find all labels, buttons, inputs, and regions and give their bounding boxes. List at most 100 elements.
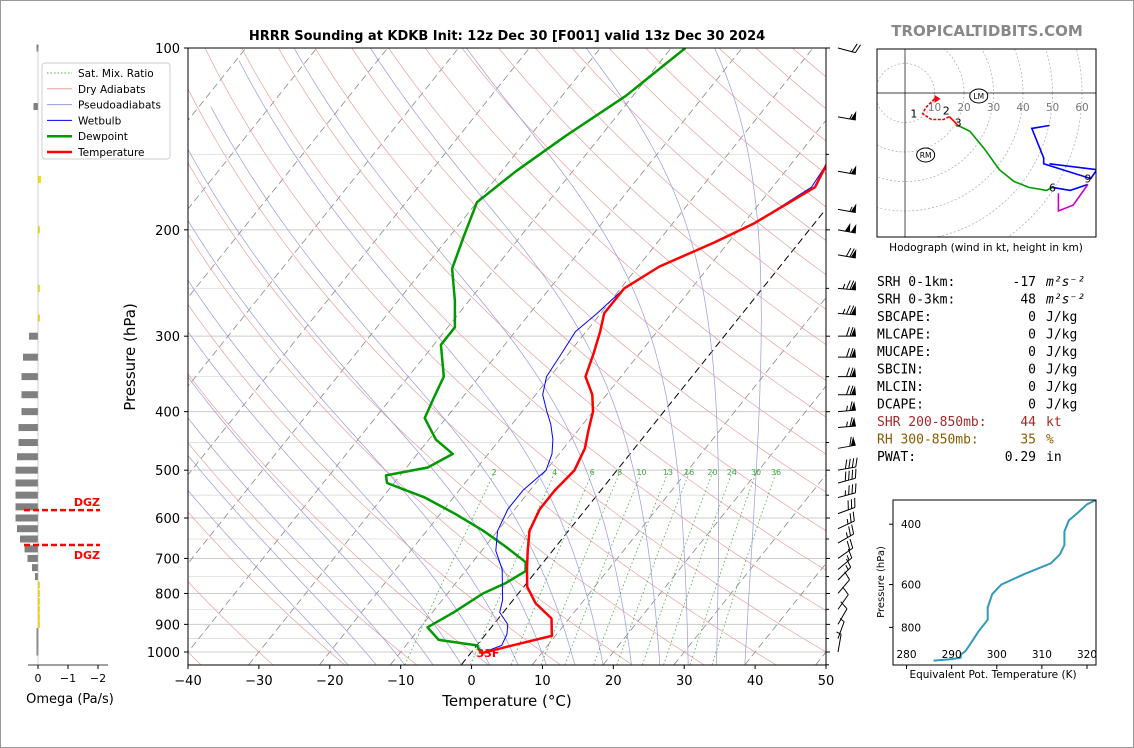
index-label: PWAT: [877, 450, 916, 465]
barb-full [854, 468, 857, 479]
x-tick-label: 10 [534, 674, 551, 689]
hodograph-height-label: 3 [955, 117, 962, 130]
barb-full [849, 327, 854, 337]
theta-e-x-tick-label: 280 [897, 649, 917, 661]
barb-full [849, 305, 855, 315]
wind-barb [837, 203, 857, 213]
x-tick-label: 50 [818, 674, 835, 689]
dry-adiabat [351, 48, 826, 493]
barb-staff [837, 208, 856, 213]
barb-flag [850, 110, 857, 120]
surface-temp-label: 33F [477, 647, 500, 660]
hodograph-height-label: 1 [910, 108, 917, 121]
wind-barb [837, 511, 855, 530]
barb-staff [837, 170, 856, 175]
barb-staff [837, 621, 845, 639]
theta-e-x-tick-label: 310 [1032, 649, 1052, 661]
index-unit: J/kg [1046, 345, 1077, 360]
wind-barb [837, 497, 856, 515]
index-unit: J/kg [1046, 310, 1077, 325]
pseudoadiabat [714, 48, 762, 665]
barb-full [846, 327, 850, 337]
omega-bar [21, 408, 38, 416]
temperature-profile [480, 162, 826, 655]
omega-bar [38, 581, 40, 589]
barb-staff [837, 477, 856, 484]
barb-full [844, 471, 847, 482]
omega-bar [38, 226, 40, 234]
dry-adiabat [188, 581, 274, 665]
barb-full [848, 526, 852, 536]
x-tick-label: 0 [467, 674, 475, 689]
x-tick-label: 20 [605, 674, 622, 689]
wind-barb [836, 631, 842, 653]
barb-full [851, 524, 855, 535]
skewt-xlabel: Temperature (°C) [441, 692, 571, 710]
index-label: SBCIN: [877, 363, 924, 378]
index-label: MLCAPE: [877, 328, 932, 343]
dry-adiabat [792, 48, 826, 78]
legend-entry: Sat. Mix. Ratio [78, 68, 154, 80]
barb-flag [844, 222, 851, 232]
legend-entry: Temperature [77, 147, 145, 159]
barb-staff [837, 547, 854, 559]
mixing-ratio-line [470, 470, 557, 665]
x-tick-label: 40 [747, 674, 764, 689]
wind-barb [837, 483, 857, 499]
barb-full [850, 499, 853, 509]
barb-flag [850, 401, 856, 411]
omega-bar [36, 648, 39, 656]
omega-bar [36, 44, 39, 52]
omega-bar [38, 175, 41, 183]
hodograph-trace [1052, 183, 1089, 192]
barb-flag [850, 305, 856, 315]
wind-barb [837, 558, 852, 581]
pseudoadiabat [585, 48, 719, 665]
dry-adiabat [829, 48, 1134, 665]
legend-entry: Pseudoadiabats [78, 100, 161, 112]
barb-half [845, 405, 849, 412]
omega-bar [36, 628, 39, 636]
barb-full [846, 348, 850, 358]
chart-title: HRRR Sounding at KDKB Init: 12z Dec 30 [… [249, 29, 765, 44]
skewt-ylabel: Pressure (hPa) [121, 303, 139, 411]
barb-full [849, 348, 854, 358]
barb-flag [851, 327, 856, 337]
omega-bar [36, 635, 39, 643]
hodograph-frame [876, 48, 1097, 238]
dry-adiabat [425, 48, 826, 418]
pseudoadiabat [210, 106, 576, 665]
omega-bar [18, 439, 38, 447]
barb-flag [850, 280, 856, 290]
mixing-ratio-line [593, 470, 670, 665]
omega-bar [15, 466, 38, 474]
index-unit: J/kg [1046, 328, 1077, 343]
omega-x-tick-label: −1 [60, 672, 76, 685]
hodograph-ring-label: 60 [1075, 102, 1088, 114]
barb-flag [851, 348, 856, 358]
barb-flag [850, 436, 856, 447]
index-label: MUCAPE: [877, 345, 932, 360]
x-tick-label: −30 [245, 674, 272, 689]
index-label: SRH 0-3km: [877, 293, 955, 308]
dry-adiabat [204, 48, 826, 653]
dry-adiabat [461, 48, 826, 381]
barb-half [842, 308, 846, 314]
pseudoadiabat [188, 376, 434, 665]
barb-half [849, 206, 853, 212]
barb-staff [837, 634, 842, 653]
pseudoadiabat [188, 219, 519, 665]
storm-motion-label: RM [920, 151, 932, 160]
barb-full [848, 485, 850, 495]
hodograph-ring-label: 30 [987, 102, 1000, 114]
skewt-plot-frame [187, 47, 827, 666]
barb-full [848, 470, 850, 481]
wind-barb [838, 385, 856, 396]
hodograph-trace [1030, 124, 1096, 180]
pseudoadiabat [188, 417, 405, 665]
barb-half [846, 518, 849, 525]
barb-full [842, 586, 849, 595]
wind-barb [837, 586, 849, 610]
y-tick-label: 100 [155, 42, 180, 57]
